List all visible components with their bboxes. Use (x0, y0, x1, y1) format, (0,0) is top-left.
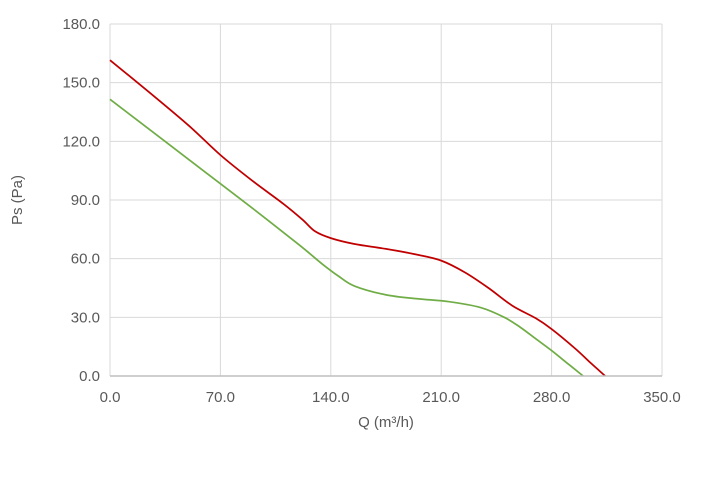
series-line-2 (109, 98, 584, 377)
x-tick-labels: 0.0 70.0 140.0 210.0 280.0 350.0 (100, 389, 681, 406)
y-tick-label: 180.0 (62, 16, 100, 33)
x-tick-label: 280.0 (533, 389, 571, 406)
x-tick-label: 70.0 (206, 389, 235, 406)
y-tick-label: 60.0 (71, 251, 100, 268)
gridlines (109, 23, 663, 376)
y-tick-label: 0.0 (79, 368, 100, 385)
series-line-1 (109, 59, 606, 377)
series-lines (109, 59, 606, 377)
y-tick-label: 30.0 (71, 309, 100, 326)
x-tick-label: 0.0 (100, 389, 121, 406)
y-axis-title: Ps (Pa) (9, 175, 26, 225)
x-tick-label: 350.0 (643, 389, 681, 406)
y-tick-label: 90.0 (71, 192, 100, 209)
x-tick-label: 210.0 (422, 389, 460, 406)
y-tick-labels: 0.0 30.0 60.0 90.0 120.0 150.0 180.0 (62, 16, 100, 385)
x-axis-title: Q (m³/h) (358, 414, 414, 431)
y-tick-label: 150.0 (62, 75, 100, 92)
y-tick-label: 120.0 (62, 133, 100, 150)
x-tick-label: 140.0 (312, 389, 350, 406)
